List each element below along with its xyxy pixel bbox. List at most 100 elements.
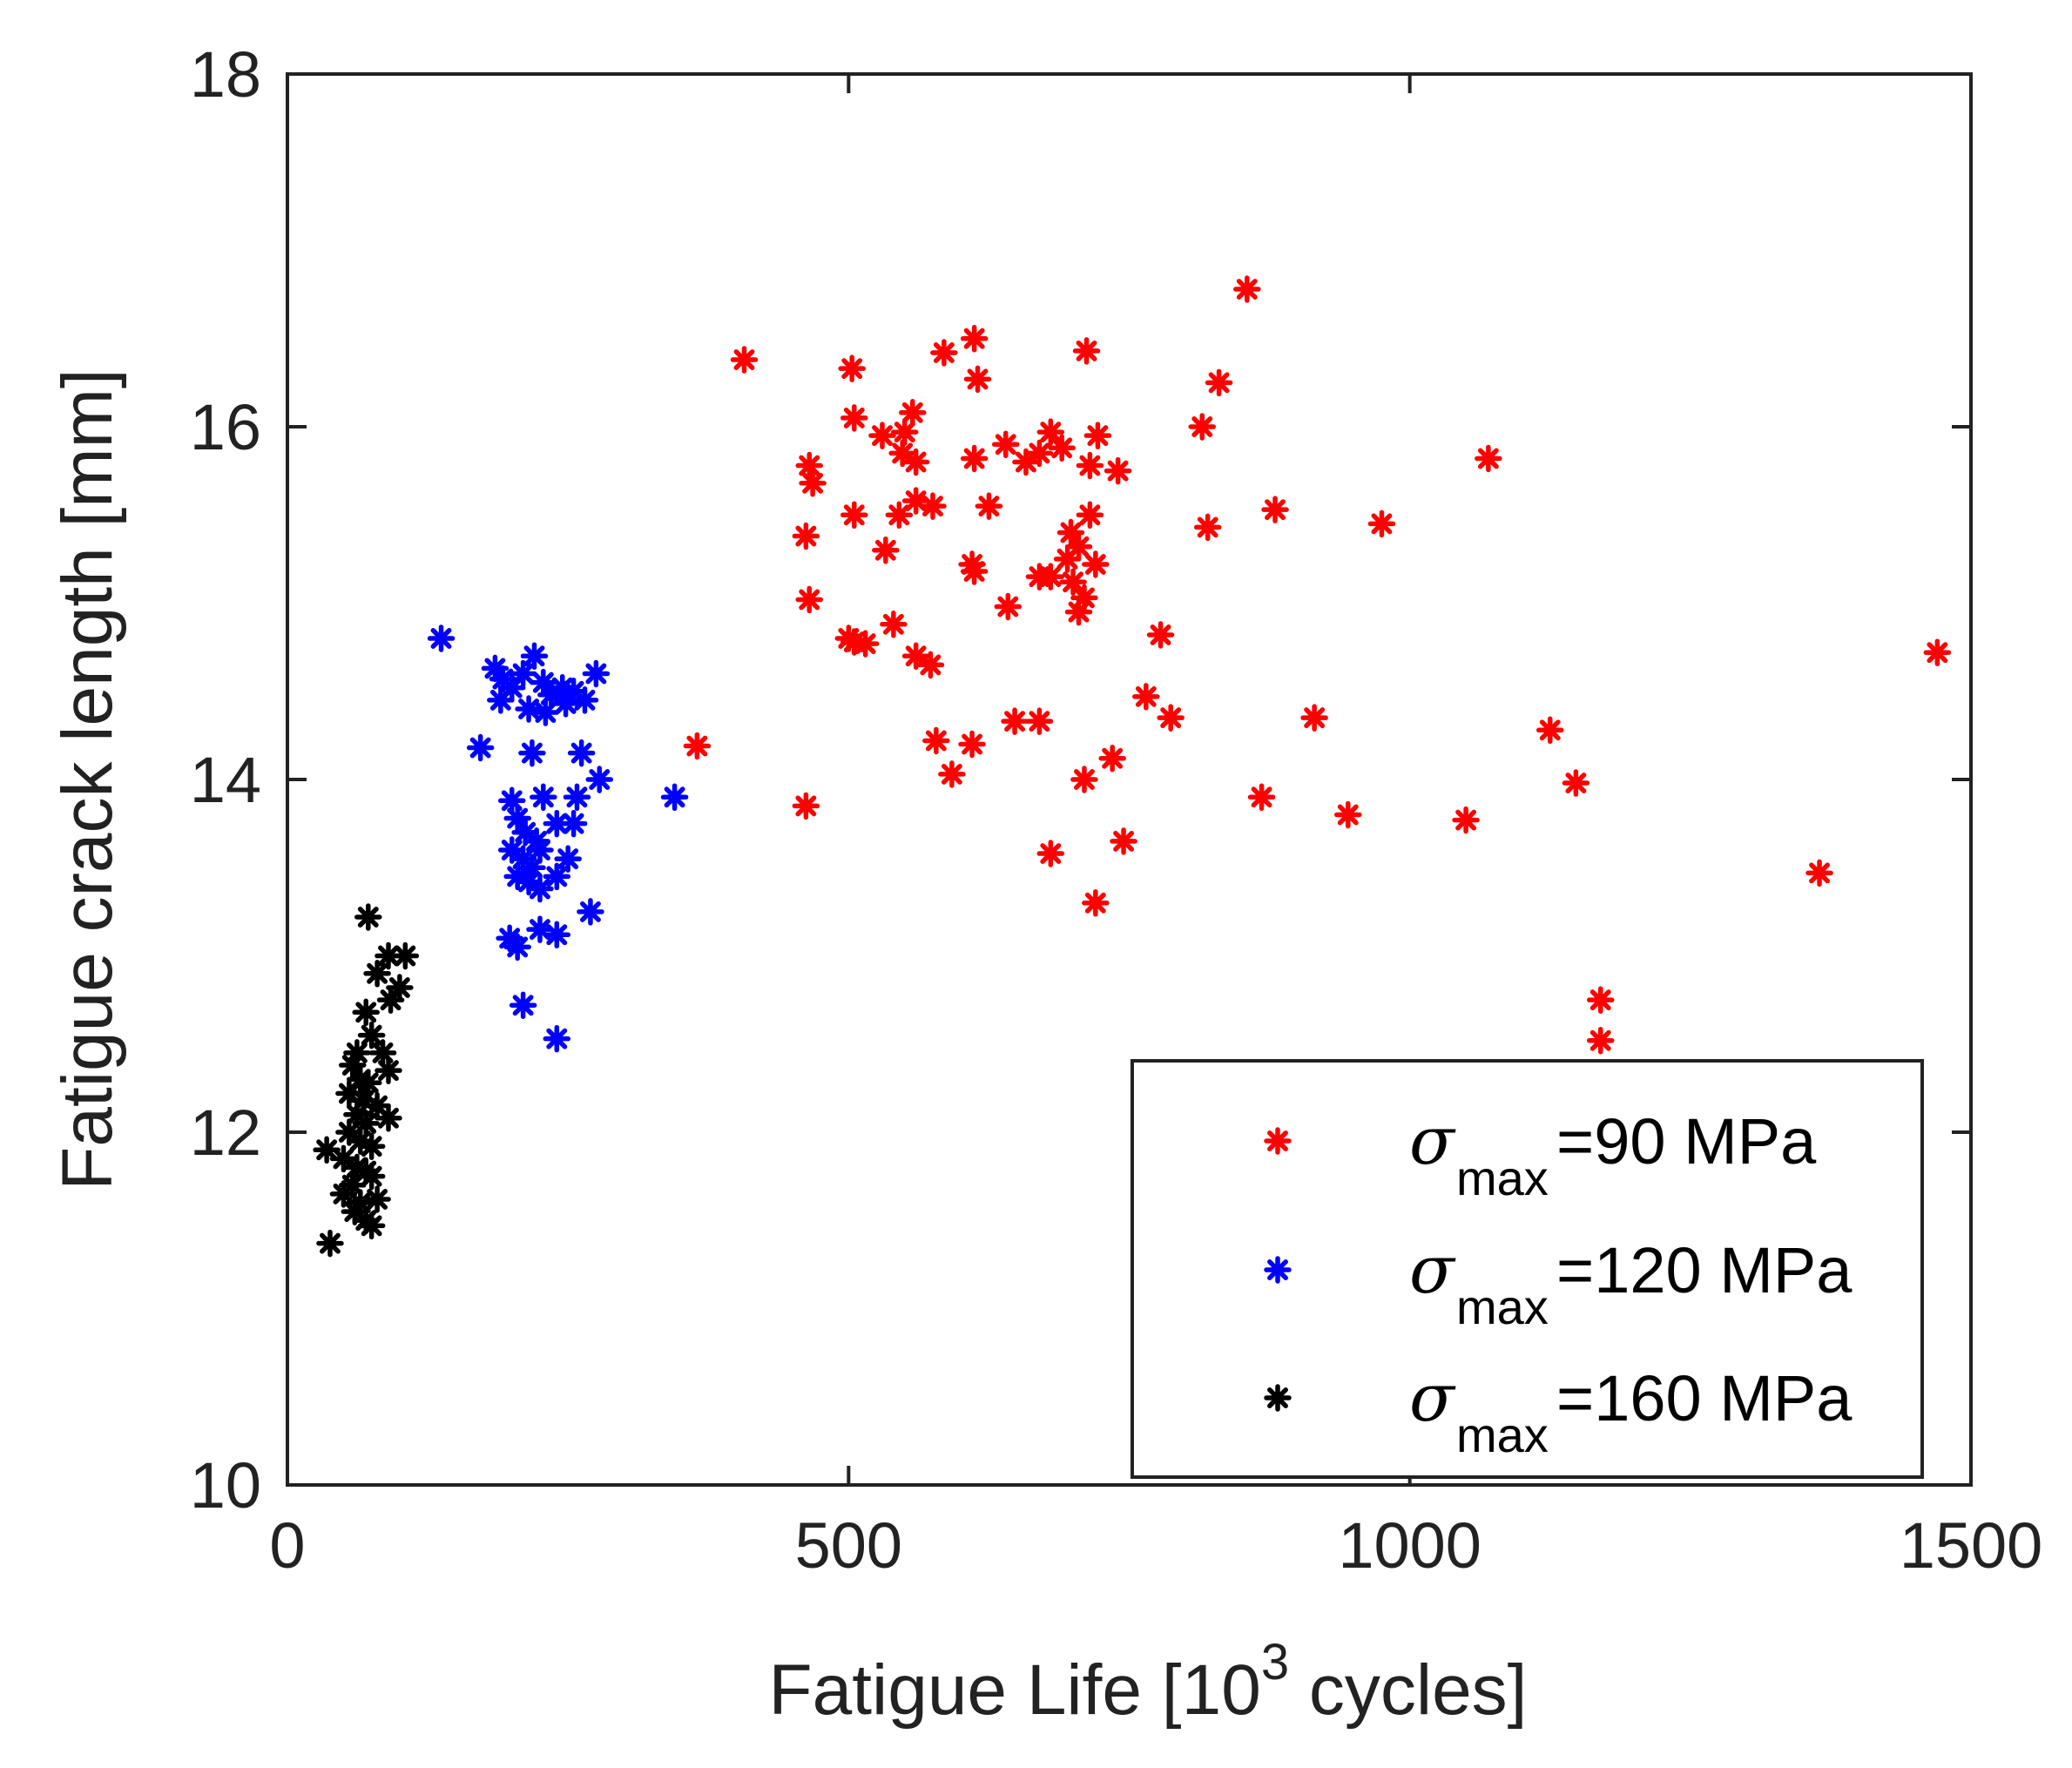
data-point-series-2 [551, 690, 580, 718]
data-point-series-2 [554, 845, 582, 873]
data-point-series-2 [515, 695, 543, 723]
data-point-series-1 [838, 354, 866, 382]
data-point-series-1 [1064, 532, 1093, 561]
data-point-series-1 [1082, 550, 1110, 578]
data-point-series-1 [1188, 413, 1217, 441]
data-point-series-2 [509, 659, 537, 688]
data-point-series-1 [1367, 509, 1396, 538]
legend-marker-1 [1264, 1127, 1292, 1155]
data-point-series-1 [1082, 889, 1110, 917]
data-point-series-2 [503, 804, 531, 833]
x-tick-label: 1500 [1900, 1509, 2043, 1582]
data-point-series-3 [354, 1069, 382, 1097]
data-point-series-2 [530, 783, 557, 811]
data-point-series-1 [1076, 451, 1104, 480]
data-point-series-1 [958, 730, 986, 759]
data-point-series-1 [963, 365, 992, 394]
data-point-series-2 [585, 766, 613, 793]
data-point-series-3 [329, 1180, 358, 1208]
data-point-series-2 [582, 659, 611, 688]
data-point-series-3 [354, 903, 382, 931]
data-point-series-3 [329, 1144, 358, 1173]
data-point-series-1 [1193, 513, 1222, 542]
data-point-series-1 [872, 536, 900, 564]
data-point-series-1 [1233, 275, 1261, 303]
data-point-series-1 [1036, 418, 1065, 446]
data-point-series-1 [1247, 783, 1276, 811]
y-tick-label: 10 [190, 1449, 261, 1522]
data-point-series-1 [792, 522, 820, 550]
data-point-series-2 [526, 836, 554, 864]
data-point-series-1 [1103, 456, 1132, 485]
y-tick-label: 18 [190, 38, 261, 111]
data-point-series-1 [1025, 439, 1054, 468]
y-tick-label: 12 [190, 1097, 261, 1169]
data-point-series-3 [357, 1132, 386, 1160]
data-point-series-1 [795, 585, 823, 614]
data-point-series-2 [503, 933, 531, 962]
data-point-series-1 [1586, 1026, 1615, 1055]
data-point-series-3 [376, 986, 405, 1014]
x-tick-label: 1000 [1338, 1509, 1481, 1582]
data-point-series-2 [531, 698, 560, 726]
data-point-series-1 [930, 339, 958, 367]
data-point-series-1 [730, 346, 759, 374]
legend-marker-3 [1264, 1384, 1292, 1412]
data-point-series-1 [840, 404, 868, 432]
data-point-series-3 [375, 1056, 402, 1084]
data-point-series-1 [683, 732, 712, 760]
data-point-series-1 [885, 501, 914, 529]
data-point-series-1 [919, 492, 947, 520]
data-point-series-1 [1300, 704, 1328, 732]
data-point-series-1 [880, 611, 908, 638]
data-point-series-2 [526, 915, 554, 943]
x-axis-title: Fatigue Life [103 cycles] [769, 1634, 1528, 1730]
data-point-series-3 [357, 1211, 386, 1240]
data-point-series-1 [851, 630, 880, 658]
data-point-series-1 [1334, 800, 1362, 829]
data-point-series-1 [922, 726, 950, 755]
data-point-series-3 [338, 1051, 367, 1079]
data-point-series-2 [543, 1024, 571, 1053]
data-point-series-1 [960, 557, 989, 585]
data-point-series-1 [994, 592, 1023, 621]
data-point-series-2 [563, 783, 591, 811]
data-point-series-1 [901, 448, 930, 476]
y-tick-label: 16 [190, 391, 261, 463]
data-point-series-1 [868, 422, 896, 449]
legend-subscript-3: max [1456, 1407, 1549, 1462]
data-point-series-2 [577, 898, 604, 926]
data-point-series-2 [570, 686, 599, 714]
data-point-series-3 [352, 998, 380, 1027]
data-point-series-1 [899, 399, 927, 427]
data-point-series-1 [1072, 337, 1101, 365]
data-point-series-3 [363, 1091, 391, 1120]
legend-label-3: =160 MPa [1556, 1362, 1853, 1434]
data-point-series-1 [916, 651, 945, 679]
data-point-series-1 [938, 760, 966, 788]
data-point-series-1 [1923, 638, 1952, 666]
data-point-series-1 [1205, 368, 1233, 397]
data-point-series-3 [375, 1104, 402, 1132]
data-point-series-1 [1076, 501, 1104, 529]
legend-marker-2 [1264, 1256, 1292, 1284]
data-point-series-1 [1157, 704, 1184, 732]
data-point-series-3 [357, 1162, 386, 1191]
data-point-series-3 [357, 1021, 386, 1049]
data-point-series-1 [1146, 621, 1175, 649]
data-point-series-1 [1132, 683, 1160, 711]
y-axis-title: Fatigue crack length [mm] [48, 368, 127, 1190]
data-point-series-3 [391, 941, 420, 970]
y-tick-label: 14 [190, 744, 261, 816]
data-point-series-1 [1001, 707, 1029, 735]
data-point-series-1 [795, 451, 823, 480]
legend-sigma-1: σ [1409, 1102, 1456, 1179]
data-point-series-1 [1025, 707, 1054, 735]
data-point-series-1 [1261, 496, 1289, 523]
tick-labels: 0 500 1000 1500 10 12 14 16 18 [190, 38, 2043, 1582]
data-point-series-1 [1098, 744, 1126, 773]
data-point-series-2 [526, 874, 554, 903]
axis-ticks [286, 72, 1973, 1487]
data-point-series-3 [316, 1229, 344, 1258]
data-point-series-2 [520, 642, 549, 670]
